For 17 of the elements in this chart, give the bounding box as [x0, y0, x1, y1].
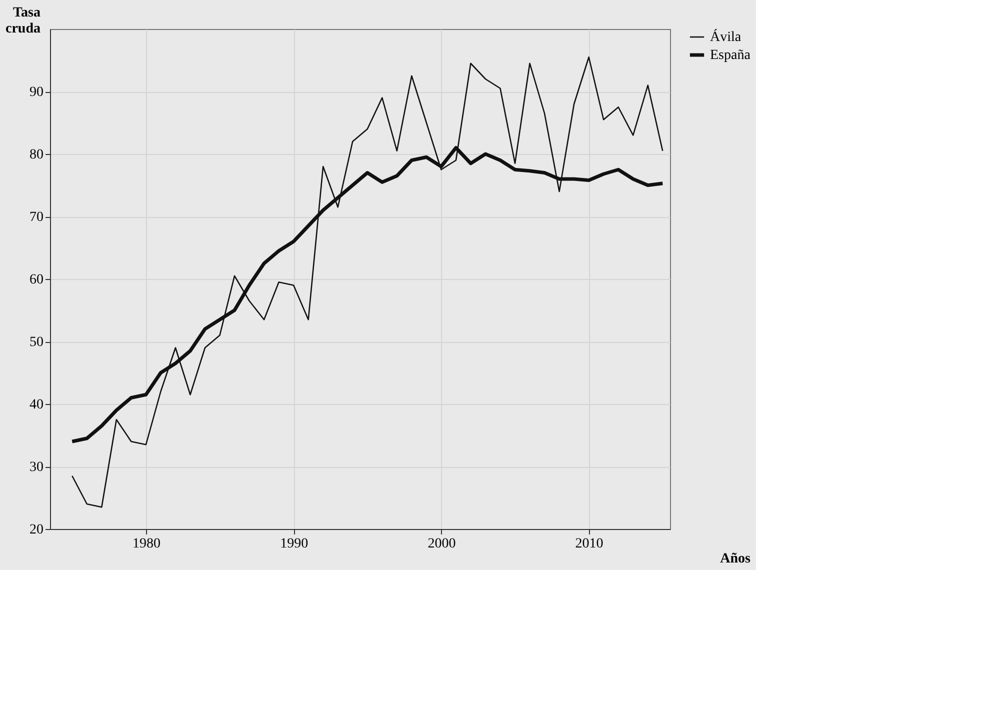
x-axis-title: Años	[720, 552, 752, 566]
y-tick-label: 50	[30, 335, 44, 350]
y-tick-label: 60	[30, 272, 44, 288]
x-tick-label: 1990	[280, 536, 308, 552]
x-tick-label: 2010	[575, 536, 604, 552]
y-tick-label: 90	[30, 85, 44, 100]
y-axis-title: Tasa cruda	[6, 6, 40, 36]
y-tick-label: 30	[30, 460, 44, 475]
legend-label: Ávila	[710, 28, 742, 45]
y-tick-label: 40	[30, 398, 44, 412]
y-tick-label: 20	[30, 522, 44, 538]
line-series	[71, 56, 664, 508]
x-tick-label: 1980	[132, 536, 160, 552]
y-tick-label: 80	[30, 148, 44, 162]
y-tick-label: 70	[30, 210, 44, 225]
x-tick-label: 2000	[428, 536, 456, 552]
legend-label: España	[710, 48, 752, 63]
